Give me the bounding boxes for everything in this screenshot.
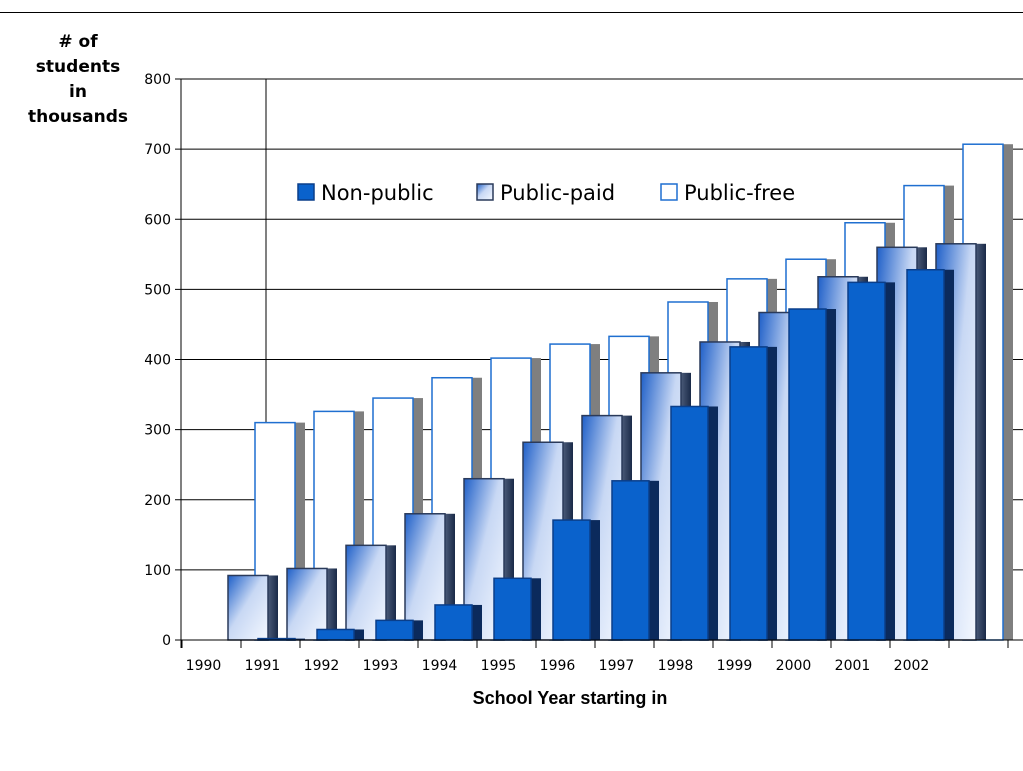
bar-public-paid-side bbox=[504, 478, 514, 640]
bar-non-public-face bbox=[493, 577, 532, 641]
bar-non-public-face bbox=[788, 308, 827, 641]
bar-non-public bbox=[493, 577, 541, 641]
bar-public-free-side bbox=[1003, 144, 1013, 640]
bar-public-paid-side bbox=[327, 568, 337, 640]
bar-non-public bbox=[906, 268, 954, 641]
y-tick-label: 300 bbox=[144, 423, 171, 439]
bar-non-public-face bbox=[375, 619, 414, 641]
y-tick-label: 0 bbox=[162, 633, 171, 649]
y-axis-label-line: thousands bbox=[28, 107, 128, 127]
bar-non-public-side bbox=[649, 480, 659, 640]
bar-public-free-side bbox=[354, 411, 364, 640]
y-tick-label: 100 bbox=[144, 563, 171, 579]
bar-non-public-side bbox=[885, 282, 895, 640]
bar-public-free-side bbox=[295, 422, 305, 640]
bar-non-public bbox=[670, 405, 718, 641]
bar-non-public-side bbox=[944, 269, 954, 640]
y-axis-label-line: students bbox=[35, 57, 121, 77]
bar-non-public-face bbox=[552, 519, 591, 641]
bar-non-public bbox=[611, 480, 659, 641]
bar-non-public bbox=[847, 281, 895, 641]
bar-non-public-side bbox=[354, 629, 364, 640]
bar-public-paid-face bbox=[227, 574, 269, 641]
y-tick-label: 700 bbox=[144, 142, 171, 158]
x-tick-label: 1996 bbox=[540, 658, 576, 674]
bar-non-public-side bbox=[590, 520, 600, 640]
bar-public-paid-side bbox=[976, 243, 986, 640]
x-tick-label: 2002 bbox=[894, 658, 930, 674]
y-tick-label: 200 bbox=[144, 493, 171, 509]
top-rule bbox=[0, 12, 1023, 13]
x-tick-label: 1994 bbox=[422, 658, 458, 674]
legend-label: Public-free bbox=[684, 181, 795, 205]
bar-public-paid-side bbox=[386, 545, 396, 640]
legend-label: Public-paid bbox=[500, 181, 615, 205]
y-tick-label: 500 bbox=[144, 282, 171, 298]
bar-non-public bbox=[375, 619, 423, 641]
bar-non-public-side bbox=[295, 638, 305, 640]
x-tick-label: 1990 bbox=[186, 658, 222, 674]
x-tick-label: 1997 bbox=[599, 658, 635, 674]
bar-public-paid bbox=[286, 567, 337, 641]
bar-public-paid-side bbox=[268, 575, 278, 640]
x-tick-label: 2000 bbox=[776, 658, 812, 674]
bar-non-public bbox=[729, 346, 777, 641]
y-axis-label-line: in bbox=[69, 82, 87, 102]
bar-public-paid bbox=[227, 574, 278, 641]
bar-non-public-face bbox=[316, 628, 355, 641]
bar-non-public-side bbox=[708, 406, 718, 640]
bar-non-public bbox=[788, 308, 836, 641]
legend-swatch bbox=[476, 183, 494, 201]
legend-swatch bbox=[297, 183, 315, 201]
bar-non-public-side bbox=[767, 346, 777, 640]
bar-non-public-face bbox=[611, 480, 650, 641]
bar-non-public-side bbox=[413, 620, 423, 640]
x-axis-label: School Year starting in bbox=[472, 688, 668, 708]
x-tick-label: 1992 bbox=[304, 658, 340, 674]
x-tick-label: 1999 bbox=[717, 658, 753, 674]
bar-non-public bbox=[552, 519, 600, 641]
y-axis-label-line: # of bbox=[58, 32, 98, 52]
bar-public-paid-face bbox=[286, 567, 328, 641]
bar-non-public-face bbox=[434, 604, 473, 641]
x-tick-label: 1998 bbox=[658, 658, 694, 674]
y-tick-label: 800 bbox=[144, 72, 171, 88]
bar-non-public-face bbox=[670, 405, 709, 641]
x-tick-label: 1993 bbox=[363, 658, 399, 674]
bar-non-public bbox=[434, 604, 482, 641]
bars-layer bbox=[227, 143, 1013, 641]
y-tick-label: 600 bbox=[144, 212, 171, 228]
bar-non-public-side bbox=[472, 604, 482, 640]
bar-non-public-face bbox=[729, 346, 768, 641]
bar-non-public-face bbox=[906, 268, 945, 641]
axis-layer: 0 100 200 300 400 500 600 700 800 1990 1991 1992 199… bbox=[144, 72, 1023, 674]
x-tick-label: 2001 bbox=[835, 658, 871, 674]
x-tick-label: 1991 bbox=[245, 658, 281, 674]
y-axis-label: # of students in thousands bbox=[22, 30, 134, 130]
bar-non-public-side bbox=[826, 309, 836, 640]
x-tick-label: 1995 bbox=[481, 658, 517, 674]
bar-non-public bbox=[316, 628, 364, 641]
bar-non-public-face bbox=[847, 281, 886, 641]
legend: Non-public Public-paid Public-free bbox=[297, 181, 795, 205]
legend-label: Non-public bbox=[321, 181, 434, 205]
legend-swatch bbox=[660, 183, 678, 201]
bar-public-paid-side bbox=[445, 513, 455, 640]
y-tick-label: 400 bbox=[144, 353, 171, 369]
bar-non-public-side bbox=[531, 578, 541, 640]
